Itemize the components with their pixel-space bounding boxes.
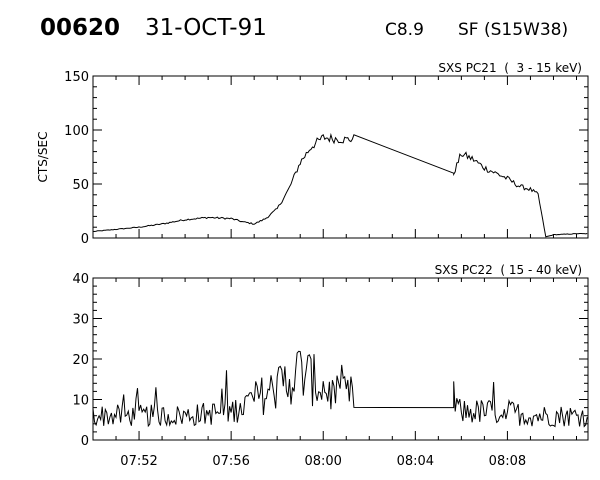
event-date: 31-OCT-91 [145, 15, 267, 41]
y-tick-label: 100 [64, 124, 89, 139]
y-tick-label: 10 [72, 394, 89, 409]
flare-location: SF (S15W38) [458, 20, 569, 40]
goes-class: C8.9 [385, 20, 424, 40]
series-line-1 [92, 132, 588, 238]
x-tick-label: 08:04 [397, 454, 434, 469]
y-axis-label: CTS/SEC [36, 132, 50, 183]
event-id: 00620 [40, 15, 121, 41]
y-tick-label: 20 [72, 353, 89, 368]
y-tick-label: 30 [72, 313, 89, 328]
y-tick-label: 40 [72, 272, 89, 287]
panel-title-2: SXS PC22 ( 15 - 40 keV) [435, 263, 582, 277]
y-tick-label: 0 [81, 232, 89, 247]
y-tick-label: 50 [72, 178, 89, 193]
panel-title-1: SXS PC21 ( 3 - 15 keV) [438, 61, 582, 75]
x-tick-label: 08:00 [304, 454, 341, 469]
y-tick-label: 150 [64, 70, 89, 85]
axes-frame-1 [92, 75, 589, 239]
axes-frame-2 [92, 277, 589, 441]
x-tick-label: 07:56 [212, 454, 249, 469]
y-tick-label: 0 [81, 434, 89, 449]
x-tick-label: 08:08 [489, 454, 526, 469]
series-line-2 [92, 350, 588, 428]
x-tick-label: 07:52 [120, 454, 157, 469]
